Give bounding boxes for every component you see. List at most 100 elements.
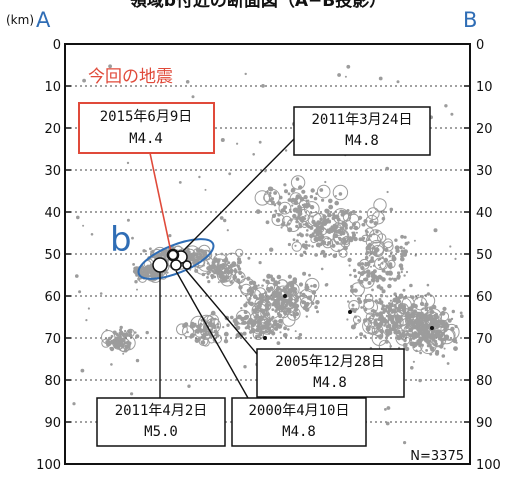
hypocenter-point [370, 274, 374, 278]
hypocenter-point [202, 264, 205, 267]
hypocenter-point [366, 207, 380, 221]
hypocenter-point [433, 228, 438, 233]
hypocenter-point [353, 288, 358, 293]
hypocenter-point [276, 341, 281, 345]
callout-magnitude: M4.8 [345, 133, 379, 149]
tick-label-left: 70 [44, 332, 61, 347]
hypocenter-point [327, 212, 332, 218]
hypocenter-point [332, 184, 349, 201]
hypocenter-point [328, 198, 333, 204]
hypocenter-point [415, 325, 419, 329]
hypocenter-point [237, 267, 242, 271]
hypocenter-point [363, 277, 367, 282]
hypocenter-point [378, 300, 384, 305]
hypocenter-point [85, 319, 88, 322]
hypocenter-point [363, 334, 367, 338]
hypocenter-point [307, 244, 311, 247]
hypocenter-point [395, 330, 400, 335]
hypocenter-point [312, 212, 327, 228]
hypocenter-point [304, 201, 320, 217]
leader-lines [159, 138, 295, 399]
hypocenter-point [353, 211, 356, 214]
hypocenter-point [371, 314, 375, 318]
hypocenter-point [442, 325, 445, 328]
hypocenter-point [411, 322, 415, 326]
hypocenter-point [155, 273, 160, 278]
hypocenter-point [312, 234, 316, 238]
hypocenter-point [115, 338, 118, 341]
event-2000-04-10-marker [170, 259, 182, 271]
hypocenter-point [268, 194, 272, 198]
hypocenter-point [223, 258, 228, 263]
tick-label-right: 10 [476, 80, 493, 95]
hypocenter-point [451, 309, 455, 314]
hypocenter-point [135, 334, 140, 339]
hypocenter-point [254, 190, 270, 206]
hypocenter-point [393, 292, 397, 296]
hypocenter-point [361, 222, 366, 227]
hypocenter-point [386, 406, 391, 410]
hypocenter-point [299, 253, 304, 257]
hypocenter-point [363, 298, 375, 310]
hypocenter-point [234, 268, 237, 271]
hypocenter-point [410, 295, 415, 300]
hypocenter-point [294, 244, 297, 247]
hypocenter-point [314, 253, 318, 257]
hypocenter-point [395, 330, 412, 346]
hypocenter-point [400, 234, 404, 239]
leader-line-2011-03-24 [179, 138, 295, 255]
hypocenter-point [187, 247, 190, 251]
hypocenter-point [261, 84, 265, 88]
hypocenter-point [405, 270, 409, 274]
hypocenter-point [226, 323, 230, 327]
hypocenter-point [144, 269, 148, 273]
hypocenter-point [283, 326, 287, 331]
hypocenter-point [248, 303, 251, 306]
hypocenter-point [322, 254, 327, 258]
hypocenter-point [331, 243, 336, 248]
hypocenter-point [379, 266, 382, 269]
hypocenter-point [339, 226, 343, 230]
hypocenter-point [363, 318, 373, 328]
hypocenter-point [264, 323, 270, 328]
hypocenter-point [199, 322, 203, 326]
hypocenter-point [386, 295, 389, 298]
hypocenter-point [381, 318, 386, 323]
hypocenter-point [196, 337, 201, 342]
hypocenter-point [393, 303, 397, 307]
hypocenter-point [333, 214, 337, 218]
hypocenter-point [311, 290, 317, 295]
hypocenter-point-dark [430, 326, 434, 330]
hypocenter-point [320, 249, 326, 255]
hypocenter-point [266, 295, 270, 299]
hypocenter-point [131, 236, 134, 240]
hypocenter-point [271, 291, 275, 294]
hypocenter-point [287, 198, 292, 202]
hypocenter-point [435, 323, 438, 327]
hypocenter-point [360, 306, 364, 309]
hypocenter-point [282, 286, 286, 290]
hypocenter-point [400, 254, 404, 259]
hypocenter-point [368, 259, 373, 264]
hypocenter-point [309, 225, 314, 230]
hypocenter-point [358, 299, 363, 304]
hypocenter-point [280, 289, 284, 293]
hypocenter-point [282, 332, 288, 338]
tick-label-left: 90 [44, 416, 61, 431]
hypocenter-point [182, 325, 194, 338]
hypocenter-point [269, 286, 274, 290]
hypocenter-point [264, 302, 270, 308]
hypocenter-point [223, 218, 227, 223]
hypocenter-point [381, 216, 386, 221]
hypocenter-point [355, 335, 358, 339]
hypocenter-point [378, 275, 383, 280]
hypocenter-point [201, 249, 213, 261]
hypocenter-point [355, 231, 358, 234]
hypocenter-point [374, 331, 377, 334]
tick-label-left: 20 [44, 122, 61, 137]
hypocenter-point [372, 309, 377, 314]
hypocenter-point [108, 64, 112, 69]
callout-magnitude: M4.8 [313, 375, 347, 391]
hypocenter-point [347, 257, 352, 263]
hypocenter-point [216, 322, 220, 326]
